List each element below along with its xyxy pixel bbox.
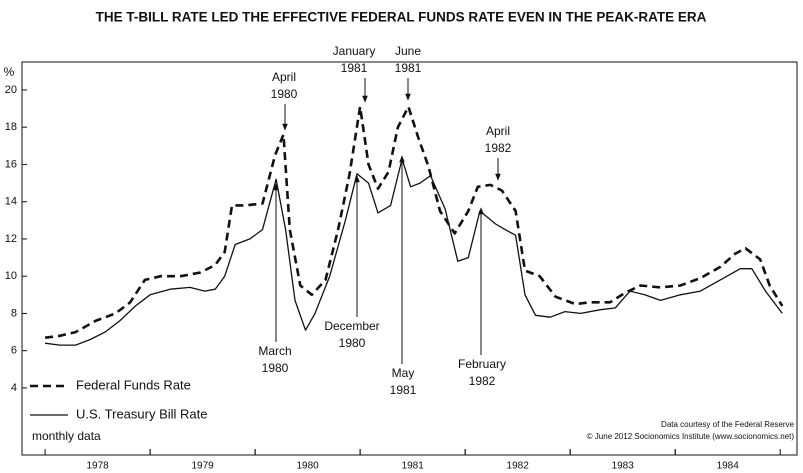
- chart-title: THE T-BILL RATE LED THE EFFECTIVE FEDERA…: [96, 10, 707, 25]
- x-tick-label: 1979: [191, 461, 214, 472]
- annotation: June: [395, 44, 421, 58]
- y-tick-label: 10: [5, 270, 17, 282]
- y-tick-label: 6: [11, 345, 17, 357]
- x-tick-label: 1983: [612, 461, 635, 472]
- annotation: 1980: [271, 87, 298, 101]
- y-tick-label: 16: [5, 158, 17, 170]
- x-tick-label: 1981: [402, 461, 425, 472]
- annotation: May: [392, 366, 415, 380]
- y-axis-label: %: [4, 65, 15, 79]
- series-line: [44, 105, 784, 339]
- annotation: 1982: [485, 141, 512, 155]
- annotation: February: [458, 357, 506, 371]
- annotation: 1980: [339, 336, 366, 350]
- annotation: 1981: [341, 61, 368, 75]
- x-tick-label: 1978: [86, 461, 109, 472]
- x-tick-label: 1982: [507, 461, 530, 472]
- y-tick-label: 18: [5, 121, 17, 133]
- source-note: © June 2012 Socionomics Institute (www.s…: [587, 432, 795, 441]
- y-tick-label: 20: [5, 84, 17, 96]
- y-tick-label: 12: [5, 233, 17, 245]
- legend-label: Federal Funds Rate: [76, 377, 191, 392]
- annotation: 1980: [262, 361, 289, 375]
- y-tick-label: 14: [5, 196, 17, 208]
- annotation: 1981: [395, 61, 422, 75]
- annotation: January: [333, 44, 376, 58]
- annotation: 1981: [390, 383, 417, 397]
- annotation: December: [324, 319, 379, 333]
- annotation: March: [258, 344, 291, 358]
- annotation: 1982: [469, 374, 496, 388]
- plot-frame: [21, 61, 798, 456]
- y-tick-label: 8: [11, 307, 17, 319]
- legend-label: U.S. Treasury Bill Rate: [76, 406, 208, 421]
- annotation: April: [486, 124, 510, 138]
- x-tick-label: 1980: [297, 461, 320, 472]
- note: monthly data: [32, 429, 101, 443]
- source-note: Data courtesy of the Federal Reserve: [661, 420, 795, 429]
- annotation: April: [272, 70, 296, 84]
- x-tick-label: 1984: [717, 461, 740, 472]
- y-tick-label: 4: [11, 382, 17, 394]
